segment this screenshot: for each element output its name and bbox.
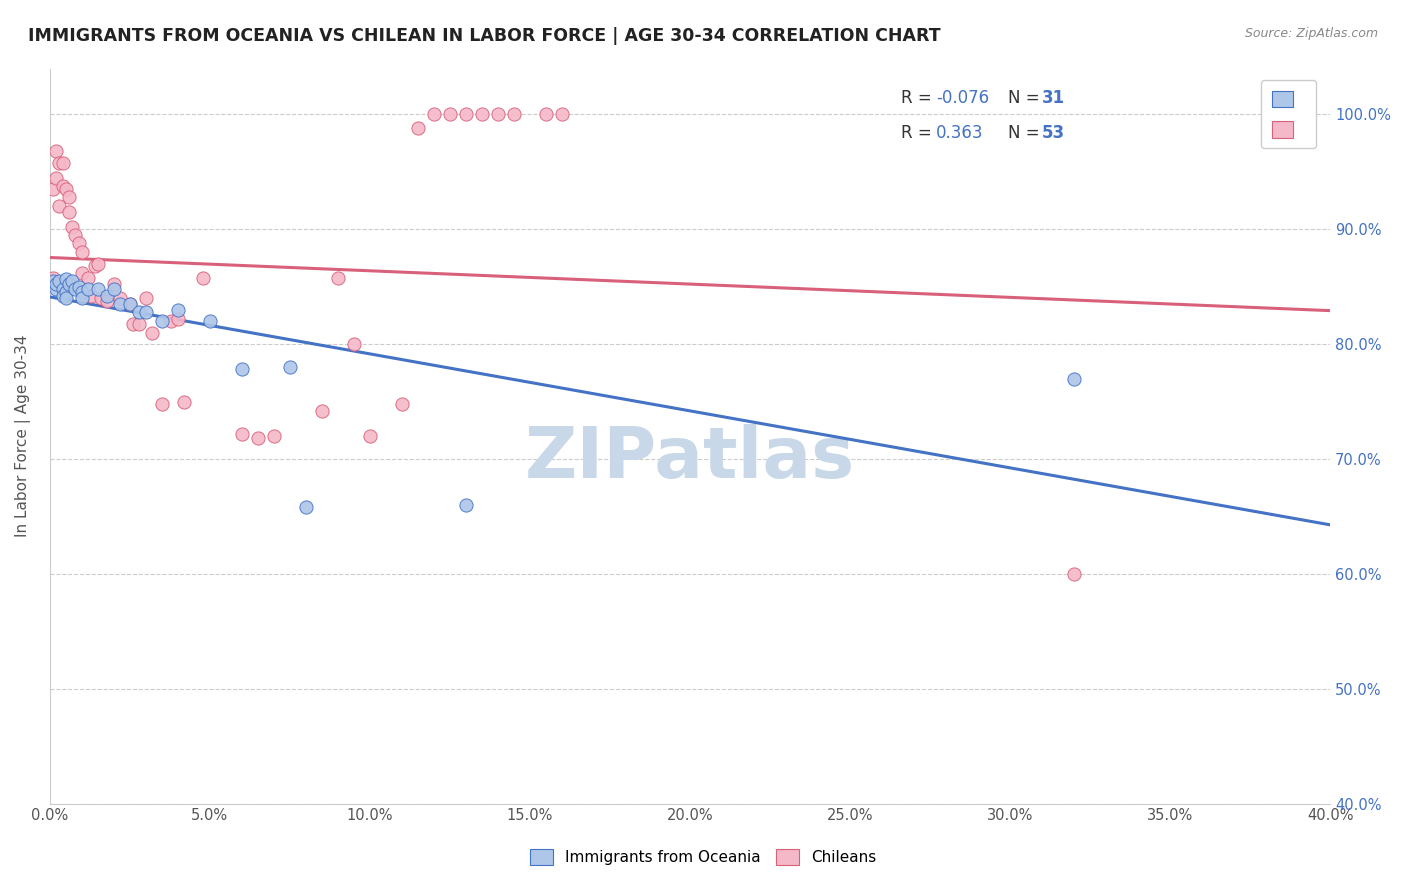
Y-axis label: In Labor Force | Age 30-34: In Labor Force | Age 30-34: [15, 334, 31, 537]
Point: [439, 107, 461, 121]
Point: [55, 279, 77, 293]
Point: [135, 305, 157, 319]
Point: [77, 282, 100, 296]
Point: [231, 362, 253, 376]
Point: [1063, 371, 1085, 385]
Point: [391, 397, 413, 411]
Point: [65, 282, 87, 296]
Point: [128, 317, 150, 331]
Point: [77, 270, 100, 285]
Point: [150, 397, 173, 411]
Point: [55, 291, 77, 305]
Point: [118, 297, 141, 311]
Point: [141, 326, 163, 340]
Legend: , : ,: [1261, 80, 1316, 148]
Text: 53: 53: [1042, 124, 1066, 142]
Text: R =: R =: [901, 89, 938, 107]
Text: N =: N =: [1008, 124, 1045, 142]
Text: ZIPatlas: ZIPatlas: [524, 424, 855, 492]
Point: [122, 317, 145, 331]
Point: [51, 282, 73, 296]
Point: [246, 431, 269, 445]
Point: [551, 107, 574, 121]
Text: IMMIGRANTS FROM OCEANIA VS CHILEAN IN LABOR FORCE | AGE 30-34 CORRELATION CHART: IMMIGRANTS FROM OCEANIA VS CHILEAN IN LA…: [28, 27, 941, 45]
Point: [278, 360, 301, 375]
Point: [90, 291, 112, 305]
Point: [45, 277, 67, 292]
Point: [198, 314, 221, 328]
Point: [326, 270, 349, 285]
Point: [80, 289, 103, 303]
Point: [471, 107, 494, 121]
Point: [65, 228, 87, 243]
Point: [58, 205, 80, 219]
Point: [45, 145, 67, 159]
Point: [160, 314, 183, 328]
Point: [87, 282, 110, 296]
Point: [42, 270, 65, 285]
Point: [118, 297, 141, 311]
Point: [108, 291, 131, 305]
Point: [150, 314, 173, 328]
Point: [343, 337, 366, 351]
Text: Source: ZipAtlas.com: Source: ZipAtlas.com: [1244, 27, 1378, 40]
Point: [83, 259, 105, 273]
Point: [55, 285, 77, 300]
Point: [60, 274, 83, 288]
Point: [87, 257, 110, 271]
Point: [45, 282, 67, 296]
Point: [128, 305, 150, 319]
Point: [193, 270, 215, 285]
Point: [58, 277, 80, 292]
Point: [51, 289, 73, 303]
Point: [55, 271, 77, 285]
Point: [70, 266, 93, 280]
Point: [359, 429, 381, 443]
Point: [42, 182, 65, 196]
Point: [67, 279, 90, 293]
Point: [454, 498, 477, 512]
Point: [51, 155, 73, 169]
Point: [48, 155, 70, 169]
Text: N =: N =: [1008, 89, 1045, 107]
Point: [60, 220, 83, 235]
Point: [48, 199, 70, 213]
Point: [166, 312, 188, 326]
Point: [42, 274, 65, 288]
Point: [96, 293, 118, 308]
Point: [70, 245, 93, 260]
Point: [48, 274, 70, 288]
Point: [58, 190, 80, 204]
Point: [295, 500, 318, 515]
Point: [135, 291, 157, 305]
Point: [1063, 566, 1085, 581]
Point: [311, 404, 333, 418]
Point: [406, 121, 429, 136]
Point: [67, 236, 90, 251]
Point: [55, 182, 77, 196]
Point: [96, 289, 118, 303]
Point: [45, 170, 67, 185]
Text: 0.363: 0.363: [936, 124, 983, 142]
Text: -0.076: -0.076: [936, 89, 988, 107]
Point: [103, 277, 125, 292]
Point: [70, 291, 93, 305]
Point: [263, 429, 285, 443]
Point: [173, 394, 195, 409]
Point: [503, 107, 526, 121]
Point: [166, 302, 188, 317]
Point: [103, 282, 125, 296]
Point: [486, 107, 509, 121]
Legend: Immigrants from Oceania, Chileans: Immigrants from Oceania, Chileans: [523, 843, 883, 871]
Point: [70, 285, 93, 300]
Text: R =: R =: [901, 124, 942, 142]
Point: [454, 107, 477, 121]
Point: [51, 178, 73, 193]
Text: 31: 31: [1042, 89, 1066, 107]
Point: [423, 107, 446, 121]
Point: [534, 107, 557, 121]
Point: [231, 426, 253, 441]
Point: [108, 297, 131, 311]
